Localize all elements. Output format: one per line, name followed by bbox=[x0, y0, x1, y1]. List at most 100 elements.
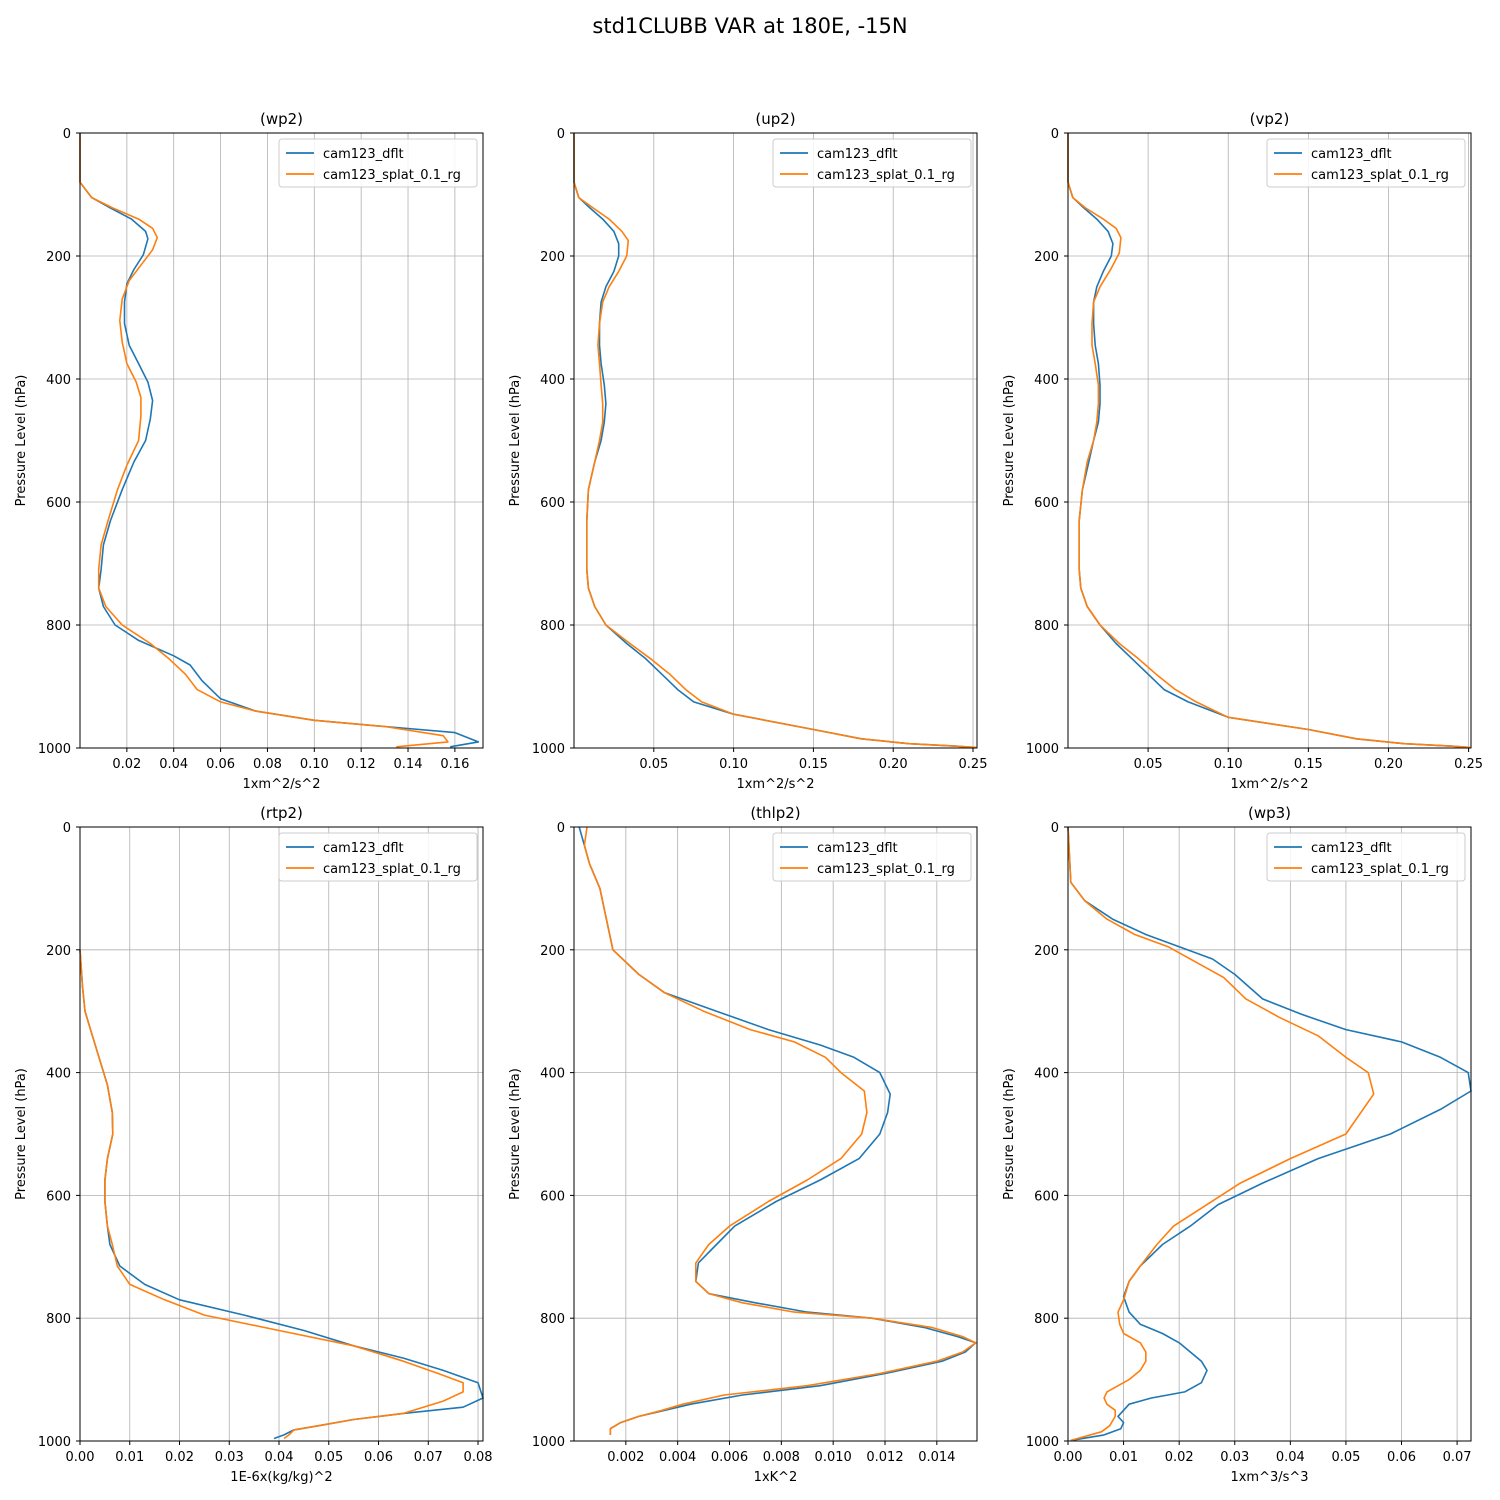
plot-frame bbox=[79, 132, 484, 749]
y-tick-label: 1000 bbox=[1026, 742, 1059, 757]
y-tick-label: 0 bbox=[63, 821, 71, 836]
x-tick-label: 0.15 bbox=[1294, 757, 1323, 772]
y-tick-label: 600 bbox=[46, 1189, 71, 1204]
y-tick-label: 1000 bbox=[532, 742, 565, 757]
x-tick-label: 0.01 bbox=[115, 1450, 144, 1465]
series-line-cam123-dflt bbox=[1067, 826, 1472, 1442]
x-tick-label: 0.02 bbox=[112, 757, 141, 772]
plot-frame bbox=[1067, 132, 1472, 749]
y-axis-label: Pressure Level (hPa) bbox=[1002, 1068, 1017, 1200]
y-tick-label: 800 bbox=[540, 619, 565, 634]
x-axis-label: 1xm^2/s^2 bbox=[1230, 777, 1308, 792]
x-axis-label: 1E-6x(kg/kg)^2 bbox=[230, 1470, 332, 1485]
panel-5: 0.00 0.01 0.02 0.03 0.04 0.05 0.06 0.07 0 200 400 6… bbox=[1002, 804, 1472, 1485]
x-tick-label: 0.10 bbox=[719, 757, 748, 772]
x-tick-label: 0.006 bbox=[711, 1450, 748, 1465]
panel-title: (wp2) bbox=[260, 110, 303, 128]
x-tick-label: 0.04 bbox=[159, 757, 188, 772]
legend-box bbox=[1266, 138, 1466, 188]
legend-box bbox=[772, 832, 972, 882]
panel-4: 0.002 0.004 0.006 0.008 0.010 0.012 0.014 0 200 4… bbox=[508, 804, 978, 1485]
series-line-cam123-dflt bbox=[79, 949, 484, 1440]
y-axis-label: Pressure Level (hPa) bbox=[1002, 375, 1017, 507]
y-tick-label: 0 bbox=[63, 127, 71, 142]
x-tick-label: 0.014 bbox=[918, 1450, 955, 1465]
panel-2: 0.05 0.10 0.15 0.20 0.25 0 200 400 600 800 1000 (vp… bbox=[1002, 110, 1483, 792]
legend-label: cam123_dflt bbox=[1311, 147, 1392, 162]
y-tick-label: 400 bbox=[1034, 373, 1059, 388]
x-tick-label: 0.05 bbox=[639, 757, 668, 772]
y-tick-label: 400 bbox=[46, 1067, 71, 1082]
y-tick-label: 200 bbox=[1034, 944, 1059, 959]
legend-box bbox=[772, 138, 972, 188]
legend-label: cam123_dflt bbox=[817, 147, 898, 162]
y-tick-label: 200 bbox=[540, 944, 565, 959]
y-tick-label: 600 bbox=[540, 1189, 565, 1204]
legend-label: cam123_splat_0.1_rg bbox=[817, 168, 955, 183]
y-tick-label: 600 bbox=[1034, 1189, 1059, 1204]
plot-frame bbox=[573, 826, 978, 1442]
series-line-cam123-splat bbox=[1067, 826, 1375, 1442]
y-tick-label: 1000 bbox=[532, 1435, 565, 1450]
panel-3: 0.00 0.01 0.02 0.03 0.04 0.05 0.06 0.07 0.08 0 200… bbox=[14, 804, 493, 1485]
y-tick-label: 800 bbox=[46, 1312, 71, 1327]
panel-title: (wp3) bbox=[1248, 804, 1291, 822]
x-tick-label: 0.08 bbox=[464, 1450, 493, 1465]
y-tick-label: 1000 bbox=[1026, 1435, 1059, 1450]
y-tick-label: 0 bbox=[557, 821, 565, 836]
x-tick-label: 0.16 bbox=[440, 757, 469, 772]
y-tick-label: 400 bbox=[540, 1067, 565, 1082]
panel-1: 0.05 0.10 0.15 0.20 0.25 0 200 400 600 800 1000 (up… bbox=[508, 110, 987, 792]
legend-box bbox=[278, 832, 478, 882]
y-tick-label: 400 bbox=[540, 373, 565, 388]
x-axis-label: 1xK^2 bbox=[754, 1470, 798, 1485]
series-line-cam123-dflt bbox=[1067, 133, 1469, 749]
series-line-cam123-dflt bbox=[578, 826, 977, 1435]
plot-frame bbox=[573, 132, 978, 749]
plot-frame bbox=[1067, 826, 1472, 1442]
y-tick-label: 200 bbox=[46, 250, 71, 265]
x-tick-label: 0.20 bbox=[1374, 757, 1403, 772]
y-tick-label: 0 bbox=[1051, 821, 1059, 836]
plot-frame bbox=[79, 826, 484, 1442]
legend-label: cam123_dflt bbox=[817, 841, 898, 856]
panel-0: 0.02 0.04 0.06 0.08 0.10 0.12 0.14 0.16 0 200 400 6… bbox=[14, 110, 484, 792]
legend-label: cam123_splat_0.1_rg bbox=[323, 168, 461, 183]
x-tick-label: 0.04 bbox=[265, 1450, 294, 1465]
y-tick-label: 200 bbox=[540, 250, 565, 265]
y-tick-label: 800 bbox=[46, 619, 71, 634]
x-tick-label: 0.01 bbox=[1109, 1450, 1138, 1465]
x-tick-label: 0.05 bbox=[1331, 1450, 1360, 1465]
y-tick-label: 800 bbox=[1034, 1312, 1059, 1327]
x-tick-label: 0.05 bbox=[314, 1450, 343, 1465]
series-line-cam123-dflt bbox=[79, 133, 480, 748]
x-tick-label: 0.25 bbox=[1454, 757, 1483, 772]
y-tick-label: 600 bbox=[46, 496, 71, 511]
y-tick-label: 1000 bbox=[38, 1435, 71, 1450]
series-line-cam123-splat bbox=[1067, 133, 1471, 749]
y-axis-label: Pressure Level (hPa) bbox=[508, 1068, 523, 1200]
x-tick-label: 0.06 bbox=[364, 1450, 393, 1465]
x-tick-label: 0.00 bbox=[66, 1450, 95, 1465]
x-tick-label: 0.20 bbox=[879, 757, 908, 772]
x-tick-label: 0.06 bbox=[1387, 1450, 1416, 1465]
y-tick-label: 400 bbox=[46, 373, 71, 388]
y-tick-label: 400 bbox=[1034, 1067, 1059, 1082]
x-tick-label: 0.02 bbox=[165, 1450, 194, 1465]
y-tick-label: 600 bbox=[540, 496, 565, 511]
y-tick-label: 200 bbox=[1034, 250, 1059, 265]
x-tick-label: 0.06 bbox=[206, 757, 235, 772]
x-tick-label: 0.02 bbox=[1165, 1450, 1194, 1465]
x-tick-label: 0.14 bbox=[394, 757, 423, 772]
legend-label: cam123_dflt bbox=[323, 147, 404, 162]
y-tick-label: 800 bbox=[540, 1312, 565, 1327]
legend-box bbox=[1266, 832, 1466, 882]
y-tick-label: 600 bbox=[1034, 496, 1059, 511]
x-tick-label: 0.04 bbox=[1276, 1450, 1305, 1465]
x-tick-label: 0.08 bbox=[253, 757, 282, 772]
x-tick-label: 0.010 bbox=[815, 1450, 852, 1465]
figure-title: std1CLUBB VAR at 180E, -15N bbox=[592, 14, 908, 38]
y-tick-label: 200 bbox=[46, 944, 71, 959]
